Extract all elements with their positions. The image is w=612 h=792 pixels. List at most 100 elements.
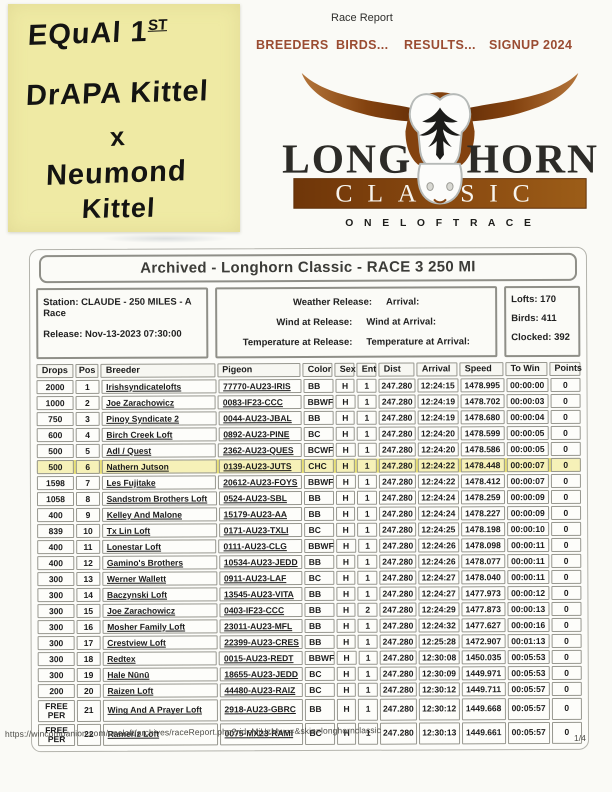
cell-speed: 1478.702 xyxy=(460,394,505,409)
cell-breeder[interactable]: Joe Zarachowicz xyxy=(102,603,218,618)
cell-points: 0 xyxy=(550,537,582,552)
cell-drops: 400 xyxy=(37,540,75,555)
cell-pigeon[interactable]: 22399-AU23-CRES xyxy=(219,635,304,650)
cell-arrival: 12:24:29 xyxy=(418,602,460,617)
cell-drops: 750 xyxy=(36,412,74,427)
cell-pigeon[interactable]: 0911-AU23-LAF xyxy=(218,571,303,586)
cell-drops: 500 xyxy=(36,444,74,459)
cell-breeder[interactable]: Mosher Family Loft xyxy=(102,619,218,634)
cell-ent: 1 xyxy=(358,682,378,697)
header-color: Color xyxy=(302,362,333,378)
cell-breeder[interactable]: Irishsyndicatelofts xyxy=(101,379,217,394)
cell-pigeon[interactable]: 0403-IF23-CCC xyxy=(219,603,303,618)
table-row: 400 9 Kelley And Malone 15179-AU23-AA BB H 1 24… xyxy=(37,505,582,523)
cell-arrival: 12:25:28 xyxy=(418,634,460,649)
cell-pigeon[interactable]: 44480-AU23-RAIZ xyxy=(219,683,304,698)
cell-breeder[interactable]: Baczynski Loft xyxy=(102,587,218,602)
nav-link-birds[interactable]: BIRDS... xyxy=(336,38,389,52)
cell-sex: H xyxy=(336,682,357,697)
cell-pigeon[interactable]: 13545-AU23-VITA xyxy=(218,587,303,602)
nav-link-signup[interactable]: SIGNUP 2024 xyxy=(489,38,573,52)
cell-breeder[interactable]: Pinoy Syndicate 2 xyxy=(101,411,217,426)
cell-breeder[interactable]: Joe Zarachowicz xyxy=(101,395,216,410)
cell-pos: 5 xyxy=(75,443,100,459)
temp-arrival-label: Temperature at Arrival: xyxy=(366,335,470,348)
cell-pigeon[interactable]: 23011-AU23-MFL xyxy=(219,619,304,634)
cell-sex: H xyxy=(336,538,356,553)
cell-speed: 1478.040 xyxy=(461,570,506,585)
logo-word-horn: HORN xyxy=(467,136,598,182)
cell-pos: 10 xyxy=(76,523,100,539)
results-rows: 2000 1 Irishsyndicatelofts 77770-AU23-IRIS B… xyxy=(36,377,583,746)
cell-speed: 1478.599 xyxy=(460,426,505,441)
cell-breeder[interactable]: Redtex xyxy=(102,651,218,666)
cell-breeder[interactable]: Adl / Quest xyxy=(101,443,217,458)
cell-breeder[interactable]: Crestview Loft xyxy=(102,635,218,650)
cell-breeder[interactable]: Lonestar Loft xyxy=(101,539,217,554)
nav-link-breeders[interactable]: BREEDERS xyxy=(256,38,329,52)
cell-sex: H xyxy=(335,378,355,393)
sticky-note: EQuAl 1ST DrAPA Kittel x Neumond Kittel xyxy=(8,4,240,232)
logo-tagline: O N E L O F T R A C E xyxy=(345,218,535,229)
cell-breeder[interactable]: Gamino's Brothers xyxy=(101,555,217,570)
cell-pos: 1 xyxy=(75,379,100,395)
cell-color: BC xyxy=(304,522,334,538)
cell-breeder[interactable]: Tx Lin Loft xyxy=(101,523,217,538)
cell-speed: 1478.198 xyxy=(460,522,505,537)
cell-pos: 6 xyxy=(75,459,100,475)
cell-breeder[interactable]: Sandstrom Brothers Loft xyxy=(101,491,217,506)
cell-pigeon[interactable]: 2362-AU23-QUES xyxy=(218,443,302,458)
wind-arrival-label: Wind at Arrival: xyxy=(366,316,437,328)
cell-pigeon[interactable]: 0044-AU23-JBAL xyxy=(218,411,303,426)
birds-count: Birds: 411 xyxy=(511,312,557,325)
clocked-count: Clocked: 392 xyxy=(511,331,570,344)
cell-arrival: 12:24:15 xyxy=(417,378,459,393)
cell-breeder[interactable]: Raizen Loft xyxy=(102,683,218,698)
cell-color: BCWF xyxy=(303,442,334,458)
cell-pigeon[interactable]: 10534-AU23-JEDD xyxy=(218,555,303,570)
cell-towin: 00:00:07 xyxy=(506,457,549,473)
cell-dist: 247.280 xyxy=(379,442,416,457)
cell-pigeon[interactable]: 0139-AU23-JUTS xyxy=(218,459,303,474)
cell-speed: 1478.412 xyxy=(460,474,505,489)
cell-pigeon[interactable]: 15179-AU23-AA xyxy=(218,507,303,522)
header-drops: Drops xyxy=(36,364,74,379)
cell-speed: 1477.873 xyxy=(461,602,506,617)
cell-pos: 7 xyxy=(75,475,100,491)
note-line-equal-first: EQuAl 1ST xyxy=(27,15,168,53)
report-title: Archived - Longhorn Classic - RACE 3 250… xyxy=(38,252,578,284)
cell-pigeon[interactable]: 0111-AU23-CLG xyxy=(218,539,303,554)
cell-pigeon[interactable]: 0015-AU23-REDT xyxy=(218,651,303,666)
cell-pigeon[interactable]: 0083-IF23-CCC xyxy=(217,395,302,410)
cell-pigeon[interactable]: 0892-AU23-PINE xyxy=(218,427,303,442)
nav-link-results[interactable]: RESULTS... xyxy=(404,38,476,52)
cell-breeder[interactable]: Kelley And Malone xyxy=(101,507,217,522)
table-row: 600 4 Birch Creek Loft 0892-AU23-PINE BC H 1 24… xyxy=(36,425,581,443)
cell-drops: 1058 xyxy=(36,492,75,507)
cell-points: 0 xyxy=(551,617,582,632)
race-report-panel: Archived - Longhorn Classic - RACE 3 250… xyxy=(28,246,590,752)
cell-towin: 00:00:09 xyxy=(506,505,549,521)
cell-dist: 247.280 xyxy=(379,522,416,537)
cell-speed: 1478.995 xyxy=(460,378,505,393)
cell-breeder[interactable]: Nathern Jutson xyxy=(101,459,217,474)
cell-breeder[interactable]: Hale Nūnū xyxy=(102,667,218,682)
cell-breeder[interactable]: Birch Creek Loft xyxy=(101,427,217,442)
scan-smudge xyxy=(100,234,230,243)
cell-dist: 247.280 xyxy=(379,650,417,665)
cell-pigeon[interactable]: 2918-AU23-GBRC xyxy=(219,699,304,722)
cell-towin: 00:00:00 xyxy=(506,377,549,393)
cell-speed: 1478.680 xyxy=(460,410,505,425)
table-row: 300 17 Crestview Loft 22399-AU23-CRES BB H 1 24… xyxy=(37,633,582,651)
cell-dist: 247.280 xyxy=(379,634,417,649)
cell-pigeon[interactable]: 0171-AU23-TXLI xyxy=(218,523,303,538)
cell-pigeon[interactable]: 18655-AU23-JEDD xyxy=(219,667,304,682)
cell-breeder[interactable]: Werner Wallett xyxy=(101,571,217,586)
cell-pigeon[interactable]: 77770-AU23-IRIS xyxy=(218,379,302,394)
cell-breeder[interactable]: Wing And A Prayer Loft xyxy=(102,699,218,722)
results-table: Drops Pos Breeder Pigeon Color Sex Ent D… xyxy=(36,361,583,746)
cell-breeder[interactable]: Les Fujitake xyxy=(101,475,217,490)
cell-pigeon[interactable]: 0524-AU23-SBL xyxy=(218,491,303,506)
cell-pigeon[interactable]: 20612-AU23-FOYS xyxy=(218,475,303,490)
cell-sex: H xyxy=(335,442,356,457)
